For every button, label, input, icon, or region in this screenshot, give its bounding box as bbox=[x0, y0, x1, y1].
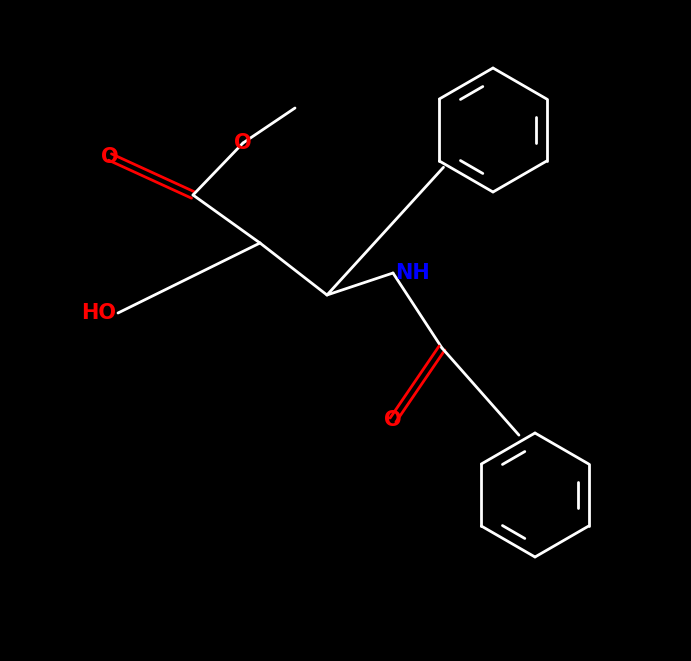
Text: O: O bbox=[101, 147, 119, 167]
Text: O: O bbox=[234, 133, 252, 153]
Text: NH: NH bbox=[395, 263, 430, 283]
Text: O: O bbox=[384, 410, 401, 430]
Text: HO: HO bbox=[81, 303, 116, 323]
